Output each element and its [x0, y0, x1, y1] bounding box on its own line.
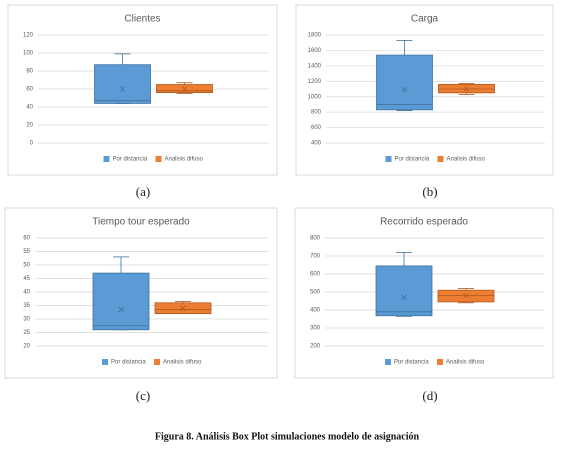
y-tick-label: 50 [23, 263, 30, 269]
chart-title: Carga [411, 14, 439, 25]
box [376, 54, 433, 111]
mean-marker [401, 294, 407, 301]
y-tick-label: 120 [23, 33, 34, 39]
y-tick-label: 1600 [308, 48, 322, 54]
y-tick-label: 1000 [308, 94, 322, 100]
y-tick-label: 800 [311, 110, 322, 116]
mean-marker [463, 86, 470, 92]
chart-title: Recorrido esperado [380, 217, 468, 228]
legend-label: Por distancia [394, 360, 429, 366]
mean-marker [119, 86, 126, 92]
y-tick-label: 400 [311, 141, 322, 147]
y-tick-label: 45 [23, 276, 30, 282]
chart-title: Tiempo tour esperado [92, 217, 190, 228]
mean-marker [118, 306, 124, 313]
y-tick-label: 400 [310, 308, 321, 314]
box [94, 64, 151, 104]
legend-swatch [385, 359, 391, 365]
panel-label: (b) [422, 184, 437, 199]
panel-label: (a) [136, 184, 150, 199]
y-tick-label: 20 [26, 123, 33, 129]
y-tick-label: 200 [310, 344, 321, 350]
legend-swatch [154, 359, 160, 365]
box [92, 272, 150, 331]
box [375, 265, 433, 317]
legend-swatch [103, 156, 110, 162]
panel-label: (c) [136, 388, 150, 403]
y-tick-label: 60 [26, 87, 33, 93]
y-tick-label: 700 [310, 254, 321, 260]
y-tick-label: 0 [30, 141, 34, 147]
mean-marker [463, 292, 469, 299]
legend-label: Analisis difuso [163, 360, 202, 366]
legend-swatch [437, 156, 444, 162]
y-tick-label: 25 [23, 330, 30, 336]
y-tick-label: 1200 [308, 79, 322, 85]
legend-swatch [437, 359, 443, 365]
legend-swatch [385, 156, 392, 162]
y-tick-label: 40 [23, 290, 30, 296]
y-tick-label: 1400 [308, 63, 322, 69]
y-tick-label: 500 [310, 290, 321, 296]
legend-label: Por distancia [111, 360, 146, 366]
legend-swatch [155, 156, 162, 162]
mean-marker [180, 305, 186, 311]
y-tick-label: 1800 [308, 33, 322, 39]
y-tick-label: 300 [310, 326, 321, 332]
y-tick-label: 800 [310, 236, 321, 242]
mean-marker [401, 86, 408, 93]
legend-label: Analisis difuso [446, 360, 485, 366]
legend-label: Por distancia [395, 157, 430, 163]
y-tick-label: 40 [26, 105, 33, 111]
legend-label: Analisis difuso [165, 157, 204, 163]
chart-title: Clientes [124, 14, 160, 25]
chart-frame [295, 4, 554, 176]
legend-label: Por distancia [113, 157, 148, 163]
y-tick-label: 20 [23, 344, 30, 350]
panel-label: (d) [422, 388, 437, 403]
y-tick-label: 100 [23, 51, 34, 57]
y-tick-label: 55 [23, 249, 30, 255]
mean-marker [181, 86, 188, 92]
legend-label: Analisis difuso [447, 157, 486, 163]
figure-caption: Figura 8. Análisis Box Plot simulaciones… [155, 431, 420, 442]
y-tick-label: 600 [311, 125, 322, 131]
legend-swatch [102, 359, 108, 365]
y-tick-label: 30 [23, 317, 30, 323]
y-tick-label: 600 [310, 272, 321, 278]
y-tick-label: 35 [23, 303, 30, 309]
y-tick-label: 60 [23, 236, 30, 242]
y-tick-label: 80 [26, 69, 33, 75]
